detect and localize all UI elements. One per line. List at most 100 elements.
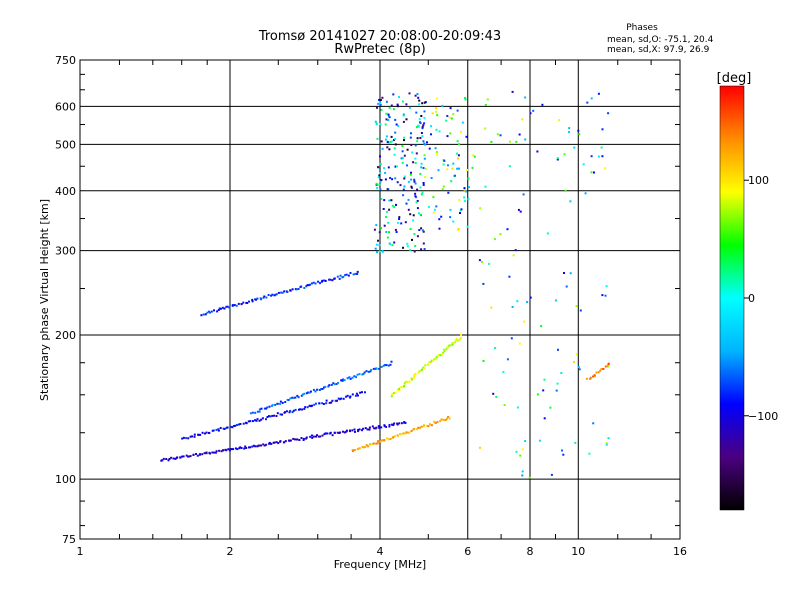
data-point	[518, 133, 521, 136]
data-point	[269, 415, 272, 418]
data-point	[495, 395, 498, 398]
data-point	[590, 171, 593, 174]
data-point	[561, 449, 563, 452]
axis-ticks	[80, 60, 680, 539]
data-point	[437, 169, 440, 172]
data-point	[406, 242, 409, 245]
data-point	[577, 366, 580, 368]
data-point	[386, 140, 389, 143]
data-point	[294, 438, 296, 441]
data-point	[430, 125, 432, 128]
data-point	[516, 300, 519, 303]
data-point	[298, 408, 300, 411]
data-point	[342, 430, 344, 433]
data-point	[385, 135, 388, 138]
data-point	[451, 167, 454, 170]
data-point	[439, 420, 442, 423]
data-point	[519, 454, 522, 457]
data-point	[430, 359, 433, 362]
data-point	[212, 429, 215, 432]
data-point	[376, 442, 379, 445]
data-point	[354, 272, 357, 275]
data-point	[605, 285, 608, 288]
data-point	[391, 178, 394, 181]
data-point	[266, 406, 269, 409]
data-point	[265, 296, 268, 299]
data-point	[325, 402, 328, 405]
data-point	[452, 220, 455, 223]
data-point	[597, 371, 600, 374]
data-point	[442, 418, 445, 421]
data-point	[388, 208, 391, 211]
data-point	[393, 206, 396, 209]
data-point	[409, 248, 412, 251]
data-point	[436, 153, 439, 156]
data-point	[316, 388, 319, 391]
data-point	[411, 151, 414, 154]
data-point	[379, 155, 381, 158]
data-point	[384, 171, 387, 174]
data-point	[430, 177, 433, 179]
data-point	[251, 445, 254, 448]
data-point	[412, 219, 414, 222]
data-point	[302, 437, 305, 440]
data-point	[564, 189, 567, 192]
data-point	[182, 436, 185, 439]
data-point	[384, 178, 387, 181]
data-point	[243, 447, 246, 450]
data-point	[365, 370, 368, 373]
data-point	[353, 428, 356, 431]
data-point	[368, 428, 371, 431]
data-point	[279, 402, 281, 405]
data-point	[446, 135, 449, 138]
data-point	[388, 231, 390, 234]
data-point	[375, 367, 378, 370]
data-point	[312, 435, 315, 438]
data-point	[248, 300, 250, 303]
data-point	[181, 437, 184, 440]
data-point	[320, 388, 323, 390]
data-point	[380, 198, 383, 200]
data-point	[213, 309, 215, 312]
data-point	[411, 238, 413, 241]
data-point	[410, 377, 413, 380]
data-point	[391, 204, 394, 207]
data-point	[273, 414, 276, 417]
data-point	[307, 391, 310, 394]
trace-f-trace-o-lower	[160, 421, 407, 462]
data-point	[359, 391, 362, 394]
data-point	[414, 244, 417, 247]
data-point	[300, 285, 303, 288]
data-point	[517, 208, 520, 211]
data-point	[563, 272, 565, 274]
data-point	[261, 417, 264, 420]
data-point	[427, 425, 430, 428]
data-point	[550, 473, 553, 476]
data-point	[289, 289, 292, 292]
data-point	[209, 452, 211, 455]
data-point	[325, 399, 328, 402]
data-point	[371, 425, 374, 428]
data-point	[414, 372, 417, 375]
data-point	[329, 278, 332, 281]
data-point	[281, 413, 283, 416]
data-point	[385, 425, 388, 428]
data-point	[511, 90, 514, 93]
data-point	[468, 186, 470, 189]
data-point	[202, 313, 205, 316]
data-point	[401, 161, 404, 164]
data-point	[440, 215, 443, 218]
data-point	[324, 385, 327, 388]
data-point	[336, 275, 339, 278]
data-point	[245, 422, 248, 425]
data-point	[594, 375, 596, 378]
data-point	[605, 365, 608, 368]
data-point	[419, 121, 421, 124]
data-point	[521, 470, 524, 473]
data-point	[379, 188, 382, 191]
data-point	[420, 425, 423, 428]
data-point	[512, 254, 515, 257]
colorbar-tick-label: 100	[748, 174, 769, 187]
data-point	[256, 445, 259, 448]
data-point	[271, 404, 274, 407]
